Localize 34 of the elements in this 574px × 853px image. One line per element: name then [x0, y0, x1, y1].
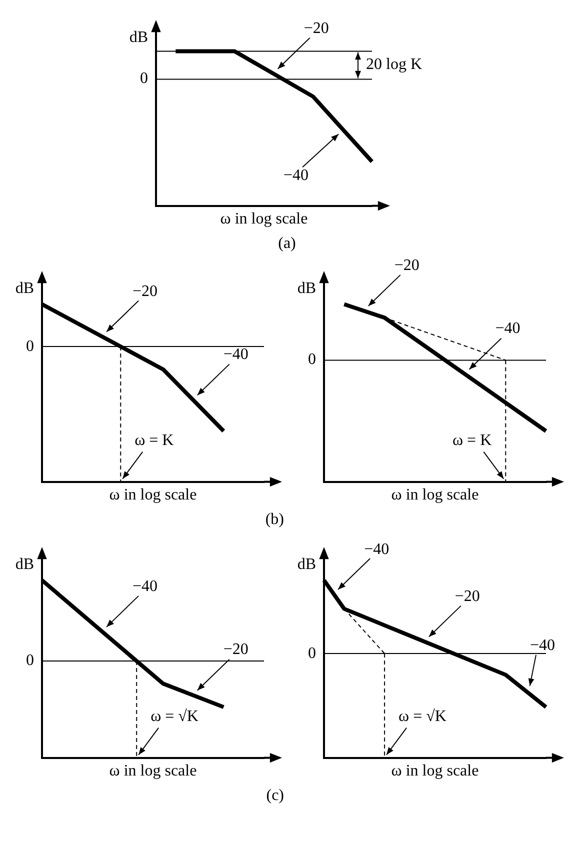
- y-axis-title: dB: [15, 280, 34, 298]
- annotation: −20: [454, 588, 480, 606]
- text: −40: [284, 167, 309, 186]
- x-axis-title: ω in log scale: [220, 210, 308, 228]
- ref-line-label: 0: [26, 338, 34, 356]
- ref-line-label: 0: [308, 644, 316, 663]
- x-axis-title: ω in log scale: [109, 762, 197, 780]
- y-axis-title: dB: [297, 556, 316, 574]
- ref-line-label: 0: [308, 351, 316, 370]
- y-axis-title: dB: [15, 556, 34, 574]
- text: ω = K: [452, 432, 492, 450]
- x-axis-title: ω in log scale: [391, 486, 479, 504]
- text: −20: [132, 282, 158, 301]
- text: −20: [304, 20, 329, 38]
- annotation: −40: [530, 636, 556, 655]
- y-axis-title: dB: [129, 29, 148, 47]
- annotation: −20: [223, 641, 248, 660]
- ref-line-label: 0: [140, 70, 148, 88]
- y-axis-title: dB: [297, 280, 316, 298]
- text: ω = √K: [398, 708, 446, 726]
- text: ω = √K: [150, 708, 198, 726]
- text: −20: [394, 256, 420, 275]
- annotation: −40: [495, 320, 520, 338]
- text: ω = K: [134, 432, 174, 450]
- x-axis-title: ω in log scale: [391, 762, 479, 780]
- text: −40: [364, 540, 390, 559]
- text: (a): [277, 235, 297, 253]
- text: (c): [265, 787, 284, 805]
- annotation: −40: [132, 578, 158, 596]
- text: (b): [264, 511, 284, 529]
- x-axis-title: ω in log scale: [109, 486, 197, 504]
- ref-line-label: 0: [26, 652, 34, 670]
- annotation: −40: [223, 346, 248, 364]
- annotation: 20 log K: [366, 56, 422, 74]
